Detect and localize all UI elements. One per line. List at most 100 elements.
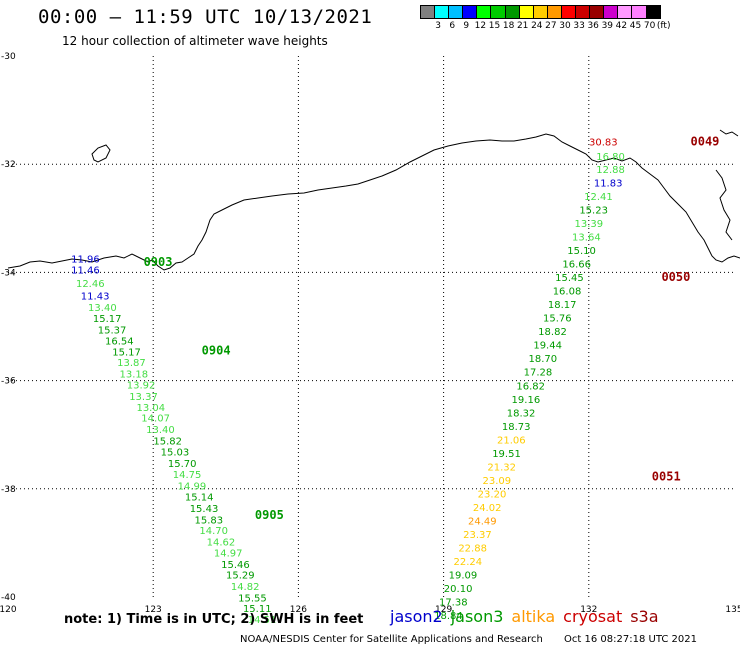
wave-height-point: 13.04 (136, 403, 165, 414)
wave-height-point: 16.54 (105, 336, 134, 347)
legend-label: 15 (488, 21, 501, 31)
legend-label: 39 (601, 21, 614, 31)
wave-height-point: 15.76 (543, 314, 572, 325)
wave-height-point: 15.45 (555, 273, 584, 284)
wave-height-point: 18.84 (434, 611, 463, 622)
legend-swatches (420, 5, 661, 19)
wave-height-point: 14.82 (231, 582, 260, 593)
wave-height-point: 16.82 (516, 381, 545, 392)
wave-height-point: 11.96 (71, 255, 100, 266)
legend-label: 33 (573, 21, 585, 31)
wave-height-point: 18.17 (548, 300, 577, 311)
wave-height-point: 19.44 (533, 341, 562, 352)
wave-height-point: 15.29 (226, 571, 255, 582)
wave-height-point: 14.75 (173, 470, 202, 481)
wave-height-point: 15.23 (579, 205, 608, 216)
credit-date: Oct 16 08:27:18 UTC 2021 (564, 634, 697, 645)
lon-tick-label: 129 (435, 605, 452, 615)
wave-height-point: 14.70 (199, 526, 228, 537)
pass-label: 0904 (202, 344, 231, 358)
page-subtitle: 12 hour collection of altimeter wave hei… (62, 34, 328, 48)
lat-tick-label: -32 (1, 160, 16, 170)
page-title: 00:00 – 11:59 UTC 10/13/2021 (38, 6, 373, 28)
wave-height-point: 13.18 (120, 369, 149, 380)
pass-labels: 0903 0904 0905 0049 0050 0051 (144, 134, 720, 522)
legend-label: 9 (463, 21, 470, 31)
wave-height-point: 15.82 (153, 436, 182, 447)
wave-height-point: 17.28 (524, 368, 553, 379)
lat-tick-label: -30 (1, 52, 16, 62)
wave-height-point: 19.16 (512, 395, 541, 406)
lat-tick-label: -34 (1, 268, 16, 278)
legend-label: 36 (587, 21, 599, 31)
wave-height-point: 13.87 (117, 358, 146, 369)
wave-height-point: 12.46 (76, 279, 105, 290)
legend-label: 24 (531, 21, 543, 31)
wave-height-point: 19.51 (492, 449, 521, 460)
wave-height-point: 15.17 (93, 314, 122, 325)
pass-label: 0905 (255, 508, 284, 522)
legend-label: (ft) (656, 21, 671, 31)
wave-height-point: 14.99 (178, 481, 207, 492)
credit-line: NOAA/NESDIS Center for Satellite Applica… (240, 634, 715, 645)
wave-height-points: 11.9611.4612.4611.4313.4015.1715.3716.54… (71, 137, 625, 626)
legend-swatch (645, 5, 661, 19)
wave-height-point: 23.37 (463, 530, 492, 541)
wave-height-point: 18.32 (507, 408, 536, 419)
wave-height-point: 12.88 (596, 165, 625, 176)
satellite-s3a: s3a (630, 607, 659, 626)
satellite-jason3: jason3 (450, 607, 504, 626)
wave-height-point: 11.46 (71, 265, 100, 276)
legend-label: 6 (449, 21, 456, 31)
wave-height-point: 14.07 (141, 414, 170, 425)
wave-height-point: 15.70 (168, 459, 197, 470)
satellite-jason2: jason2 (390, 607, 443, 626)
legend-label: 30 (559, 21, 571, 31)
legend-label: 3 (435, 21, 441, 31)
wave-height-point: 11.43 (81, 291, 110, 302)
wave-height-point: 13.37 (129, 392, 158, 403)
satellite-cryosat: cryosat (563, 607, 623, 626)
satellite-altika: altika (511, 607, 556, 626)
legend-label: 45 (629, 21, 642, 31)
pass-label: 0049 (691, 134, 720, 148)
axis-ticks: 120 123 126 129 132 135 -30 -32 -34 -36 -38 -40 (0, 52, 740, 615)
pass-label: 0051 (652, 470, 681, 484)
wave-height-point: 22.24 (453, 557, 482, 568)
wave-height-point: 22.88 (458, 544, 487, 555)
wave-height-point: 18.70 (528, 354, 557, 365)
coastline-path (7, 133, 740, 271)
satellite-legend: jason2 jason3 altika cryosat s3a (390, 607, 667, 626)
legend-label: 42 (615, 21, 628, 31)
lon-tick-label: 126 (290, 605, 307, 615)
wave-height-point: 12.41 (584, 192, 613, 203)
legend-label: 12 (474, 21, 487, 31)
pass-label: 0903 (144, 255, 173, 269)
lat-tick-label: -38 (1, 485, 16, 495)
wave-height-point: 13.40 (146, 425, 175, 436)
wave-height-point: 14.97 (214, 548, 243, 559)
wave-height-point: 15.11 (243, 604, 272, 615)
wave-height-point: 23.09 (483, 476, 512, 487)
wave-height-point: 15.43 (190, 504, 219, 515)
wave-height-point: 15.46 (221, 560, 250, 571)
wave-height-point: 21.32 (487, 462, 516, 473)
credit-org: NOAA/NESDIS Center for Satellite Applica… (240, 634, 543, 645)
wave-height-point: 23.20 (478, 489, 507, 500)
lat-tick-label: -40 (1, 593, 16, 603)
wave-height-point: 15.03 (161, 447, 190, 458)
wave-height-point: 11.83 (594, 178, 623, 189)
wave-height-point: 14.51 (248, 615, 277, 626)
island-outline (91, 144, 111, 163)
wave-height-point: 13.64 (572, 232, 601, 243)
wave-height-point: 15.17 (112, 348, 141, 359)
legend-label: 27 (545, 21, 557, 31)
lon-tick-label: 132 (580, 605, 597, 615)
wave-height-point: 21.06 (497, 435, 526, 446)
wave-height-point: 17.38 (439, 598, 468, 609)
coastline (7, 129, 740, 271)
wave-height-point: 16.66 (562, 260, 591, 271)
lon-tick-label: 135 (725, 605, 740, 615)
wave-height-point: 20.10 (444, 584, 473, 595)
wave-height-point: 30.83 (589, 137, 618, 148)
